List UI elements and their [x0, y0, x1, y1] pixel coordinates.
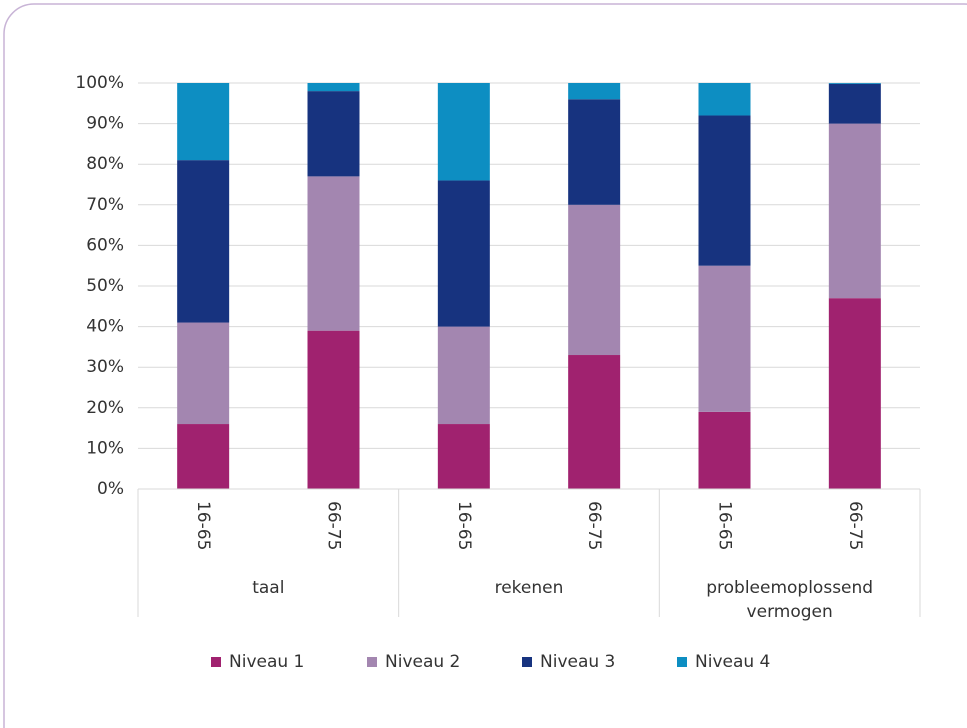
bar-segment — [698, 83, 751, 116]
y-tick-label: 50% — [86, 276, 124, 296]
x-tick-label: 16-65 — [193, 501, 213, 550]
legend-swatch — [677, 657, 687, 667]
y-tick-label: 60% — [86, 235, 124, 255]
group-label: taal — [252, 578, 285, 598]
x-tick-label: 66-75 — [324, 501, 344, 550]
bar-segment — [437, 326, 490, 425]
y-tick-label: 30% — [86, 357, 124, 377]
bar-segment — [698, 265, 751, 412]
bar-segment — [828, 83, 881, 124]
bar-segment — [437, 180, 490, 327]
y-tick-label: 80% — [86, 154, 124, 174]
group-label: rekenen — [494, 578, 564, 598]
x-tick-label: 16-65 — [454, 501, 474, 550]
bar-segment — [177, 322, 230, 425]
x-tick-label: 66-75 — [584, 501, 604, 550]
y-tick-label: 70% — [86, 195, 124, 215]
x-tick-label: 66-75 — [845, 501, 865, 550]
y-tick-label: 90% — [86, 114, 124, 134]
y-tick-label: 20% — [86, 398, 124, 418]
group-label: probleemoplossend vermogen — [706, 578, 874, 622]
y-tick-label: 10% — [86, 438, 124, 458]
bar-segment — [568, 83, 621, 100]
group-label-box: probleemoplossend vermogen — [706, 578, 874, 622]
y-tick-label: 100% — [75, 73, 124, 93]
bar-segment — [177, 83, 230, 161]
frame — [3, 3, 967, 728]
bar-segment — [437, 83, 490, 181]
bar-segment — [177, 160, 230, 323]
bar-segment — [828, 123, 881, 299]
bar-segment — [307, 83, 360, 92]
legend-swatch — [522, 657, 532, 667]
bar-segment — [568, 99, 621, 205]
bar-segment — [177, 424, 230, 489]
legend-swatch — [211, 657, 221, 667]
legend-swatch — [367, 657, 377, 667]
bar-segment — [437, 424, 490, 489]
y-tick-label: 40% — [86, 317, 124, 337]
legend-label: Niveau 3 — [540, 652, 615, 672]
legend-label: Niveau 4 — [695, 652, 770, 672]
group-label-box: rekenen — [494, 578, 564, 598]
bar-segment — [828, 83, 881, 84]
bar-segment — [698, 411, 751, 489]
group-label-box: taal — [252, 578, 285, 598]
bar-segment — [828, 298, 881, 489]
bar-segment — [568, 204, 621, 356]
legend-label: Niveau 2 — [385, 652, 460, 672]
bar-segment — [698, 115, 751, 266]
y-tick-label: 0% — [97, 479, 124, 499]
x-tick-label: 16-65 — [715, 501, 735, 550]
bar-segment — [568, 355, 621, 489]
legend-label: Niveau 1 — [229, 652, 304, 672]
bar-segment — [307, 91, 360, 177]
bar-segment — [307, 176, 360, 331]
bar-segment — [307, 330, 360, 489]
